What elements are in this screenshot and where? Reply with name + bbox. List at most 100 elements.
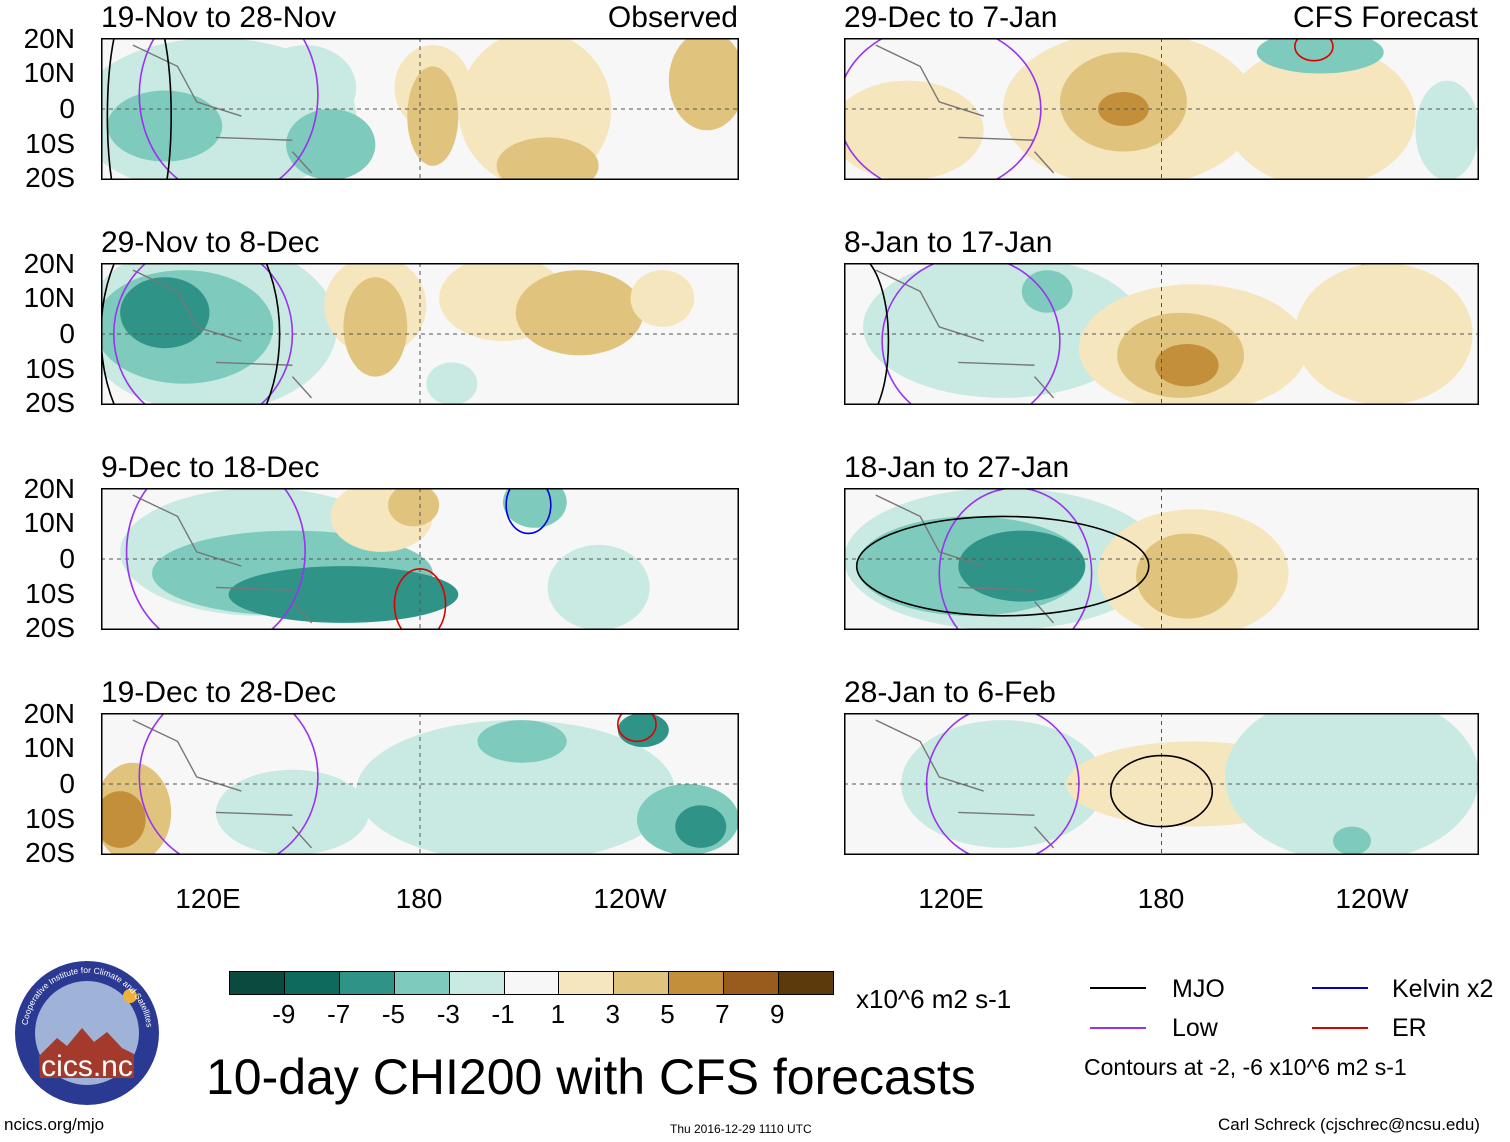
ytick-r4-20n: 20N bbox=[23, 698, 75, 729]
colorbar-swatch-3 bbox=[393, 972, 449, 994]
ytick-r1-10s: 10S bbox=[25, 128, 75, 159]
shading-p7-4 bbox=[1136, 533, 1238, 619]
coastline-p7 bbox=[875, 494, 1055, 624]
xtick-right-120e: 120E bbox=[918, 883, 984, 914]
ytick-r4-10n: 10N bbox=[23, 732, 75, 763]
contour-p2-1 bbox=[101, 263, 281, 405]
logo-mountains bbox=[39, 1028, 134, 1078]
colorbar-label-6: 3 bbox=[605, 999, 620, 1029]
panel-title-p3: 9-Dec to 18-Dec bbox=[101, 451, 320, 484]
ytick-r1-20n: 20N bbox=[23, 23, 75, 54]
shading-p6-0 bbox=[863, 263, 1143, 398]
contour-p1-1 bbox=[106, 38, 172, 180]
panel-tag-cfs-forecast: CFS Forecast bbox=[1292, 1, 1478, 34]
ytick-r2-20n: 20N bbox=[23, 248, 75, 279]
shading-p5-5 bbox=[1256, 38, 1384, 74]
legend-line-kelvin bbox=[1312, 987, 1368, 989]
footer-author: Carl Schreck (cjschrec@ncsu.edu) bbox=[1218, 1115, 1480, 1134]
frame-p4 bbox=[101, 713, 739, 855]
map-panel-p4 bbox=[101, 713, 739, 855]
shading-p8-0 bbox=[901, 720, 1105, 848]
contour-p6-0 bbox=[881, 263, 1061, 405]
contour-p3-2 bbox=[505, 488, 552, 535]
shading-p2-4 bbox=[343, 277, 408, 377]
legend-label-low: Low bbox=[1172, 1014, 1218, 1042]
logo-sun bbox=[123, 989, 137, 1003]
colorbar-swatch-9 bbox=[723, 972, 779, 994]
colorbar-label-0: -9 bbox=[272, 999, 296, 1029]
colorbar-label-9: 9 bbox=[769, 999, 785, 1029]
ytick-r3-10n: 10N bbox=[23, 507, 75, 538]
colorbar-swatch-1 bbox=[283, 972, 339, 994]
contour-p2-0 bbox=[112, 263, 294, 405]
ytick-r1-0: 0 bbox=[59, 93, 75, 124]
frame-p1 bbox=[101, 38, 739, 180]
colorbar-swatch-8 bbox=[668, 972, 724, 994]
shading-p1-8 bbox=[496, 137, 599, 180]
map-panel-p6 bbox=[844, 263, 1479, 405]
frame-p7 bbox=[844, 488, 1479, 630]
cics-logo: Cooperative Institute for Climate and Sa… bbox=[15, 961, 159, 1105]
contour-p1-0 bbox=[138, 38, 319, 180]
colorbar-swatch-7 bbox=[613, 972, 669, 994]
colorbar-label-4: -1 bbox=[491, 999, 515, 1029]
ytick-r2-10n: 10N bbox=[23, 282, 75, 313]
colorbar-label-7: 5 bbox=[660, 999, 675, 1029]
colorbar-label-8: 7 bbox=[715, 999, 730, 1029]
legend-line-er bbox=[1312, 1027, 1368, 1029]
shading-p2-8 bbox=[426, 362, 478, 405]
colorbar-swatch-4 bbox=[448, 972, 504, 994]
shading-p4-1 bbox=[101, 791, 146, 848]
legend-label-kelvin: Kelvin x2 bbox=[1392, 975, 1494, 1003]
colorbar-label-3: -3 bbox=[436, 999, 460, 1029]
colorbar-swatch-5 bbox=[503, 972, 559, 994]
ytick-r4-20s: 20S bbox=[25, 837, 75, 868]
colorbar-swatch-6 bbox=[558, 972, 614, 994]
shading-p1-3 bbox=[286, 109, 376, 180]
xtick-right-180: 180 bbox=[1137, 883, 1185, 914]
coastline-p2 bbox=[132, 269, 313, 399]
shading-p8-3 bbox=[1332, 826, 1372, 855]
shading-p4-6 bbox=[477, 720, 567, 763]
coastline-p4 bbox=[132, 719, 313, 849]
panel-title-p8: 28-Jan to 6-Feb bbox=[844, 676, 1056, 709]
shading-p2-6 bbox=[515, 270, 644, 356]
map-panel-p5 bbox=[844, 38, 1479, 180]
legend-label-er: ER bbox=[1392, 1014, 1427, 1042]
contour-p8-1 bbox=[1109, 754, 1214, 828]
panel-title-p7: 18-Jan to 27-Jan bbox=[844, 451, 1070, 484]
shading-p4-2 bbox=[215, 769, 369, 855]
colorbar-label-1: -7 bbox=[327, 999, 351, 1029]
ytick-r2-10s: 10S bbox=[25, 353, 75, 384]
shading-p6-4 bbox=[1155, 343, 1219, 387]
footer-left-link[interactable]: ncics.org/mjo bbox=[4, 1115, 105, 1134]
contour-p8-0 bbox=[925, 713, 1080, 855]
coastline-p3 bbox=[132, 494, 313, 624]
legend-line-mjo bbox=[1090, 987, 1146, 989]
contour-p4-1 bbox=[616, 713, 657, 743]
xtick-left-120e: 120E bbox=[175, 883, 241, 914]
colorbar-units: x10^6 m2 s-1 bbox=[856, 984, 1012, 1014]
map-panel-p2 bbox=[101, 263, 739, 405]
contour-p6-1 bbox=[844, 263, 890, 405]
map-panel-p1 bbox=[101, 38, 739, 180]
shading-p4-5 bbox=[675, 805, 727, 848]
map-panel-p7 bbox=[844, 488, 1479, 630]
panel-title-p1: 19-Nov to 28-Nov bbox=[101, 1, 337, 34]
shading-p3-2 bbox=[228, 566, 459, 623]
contour-p3-0 bbox=[125, 488, 306, 630]
shading-p4-3 bbox=[356, 720, 676, 855]
shading-p5-6 bbox=[1415, 80, 1479, 180]
shading-p5-3 bbox=[1098, 91, 1149, 127]
ytick-r2-20s: 20S bbox=[25, 387, 75, 418]
shading-p3-4 bbox=[388, 488, 440, 527]
ytick-r4-0: 0 bbox=[59, 768, 75, 799]
frame-p6 bbox=[844, 263, 1479, 405]
frame-p8 bbox=[844, 713, 1479, 855]
chart-title: 10-day CHI200 with CFS forecasts bbox=[206, 1049, 976, 1105]
frame-p5 bbox=[844, 38, 1479, 180]
panel-title-p4: 19-Dec to 28-Dec bbox=[101, 676, 337, 709]
contour-p4-0 bbox=[138, 713, 319, 855]
footer-timestamp: Thu 2016-12-29 1110 UTC bbox=[670, 1122, 812, 1136]
ytick-r4-10s: 10S bbox=[25, 803, 75, 834]
